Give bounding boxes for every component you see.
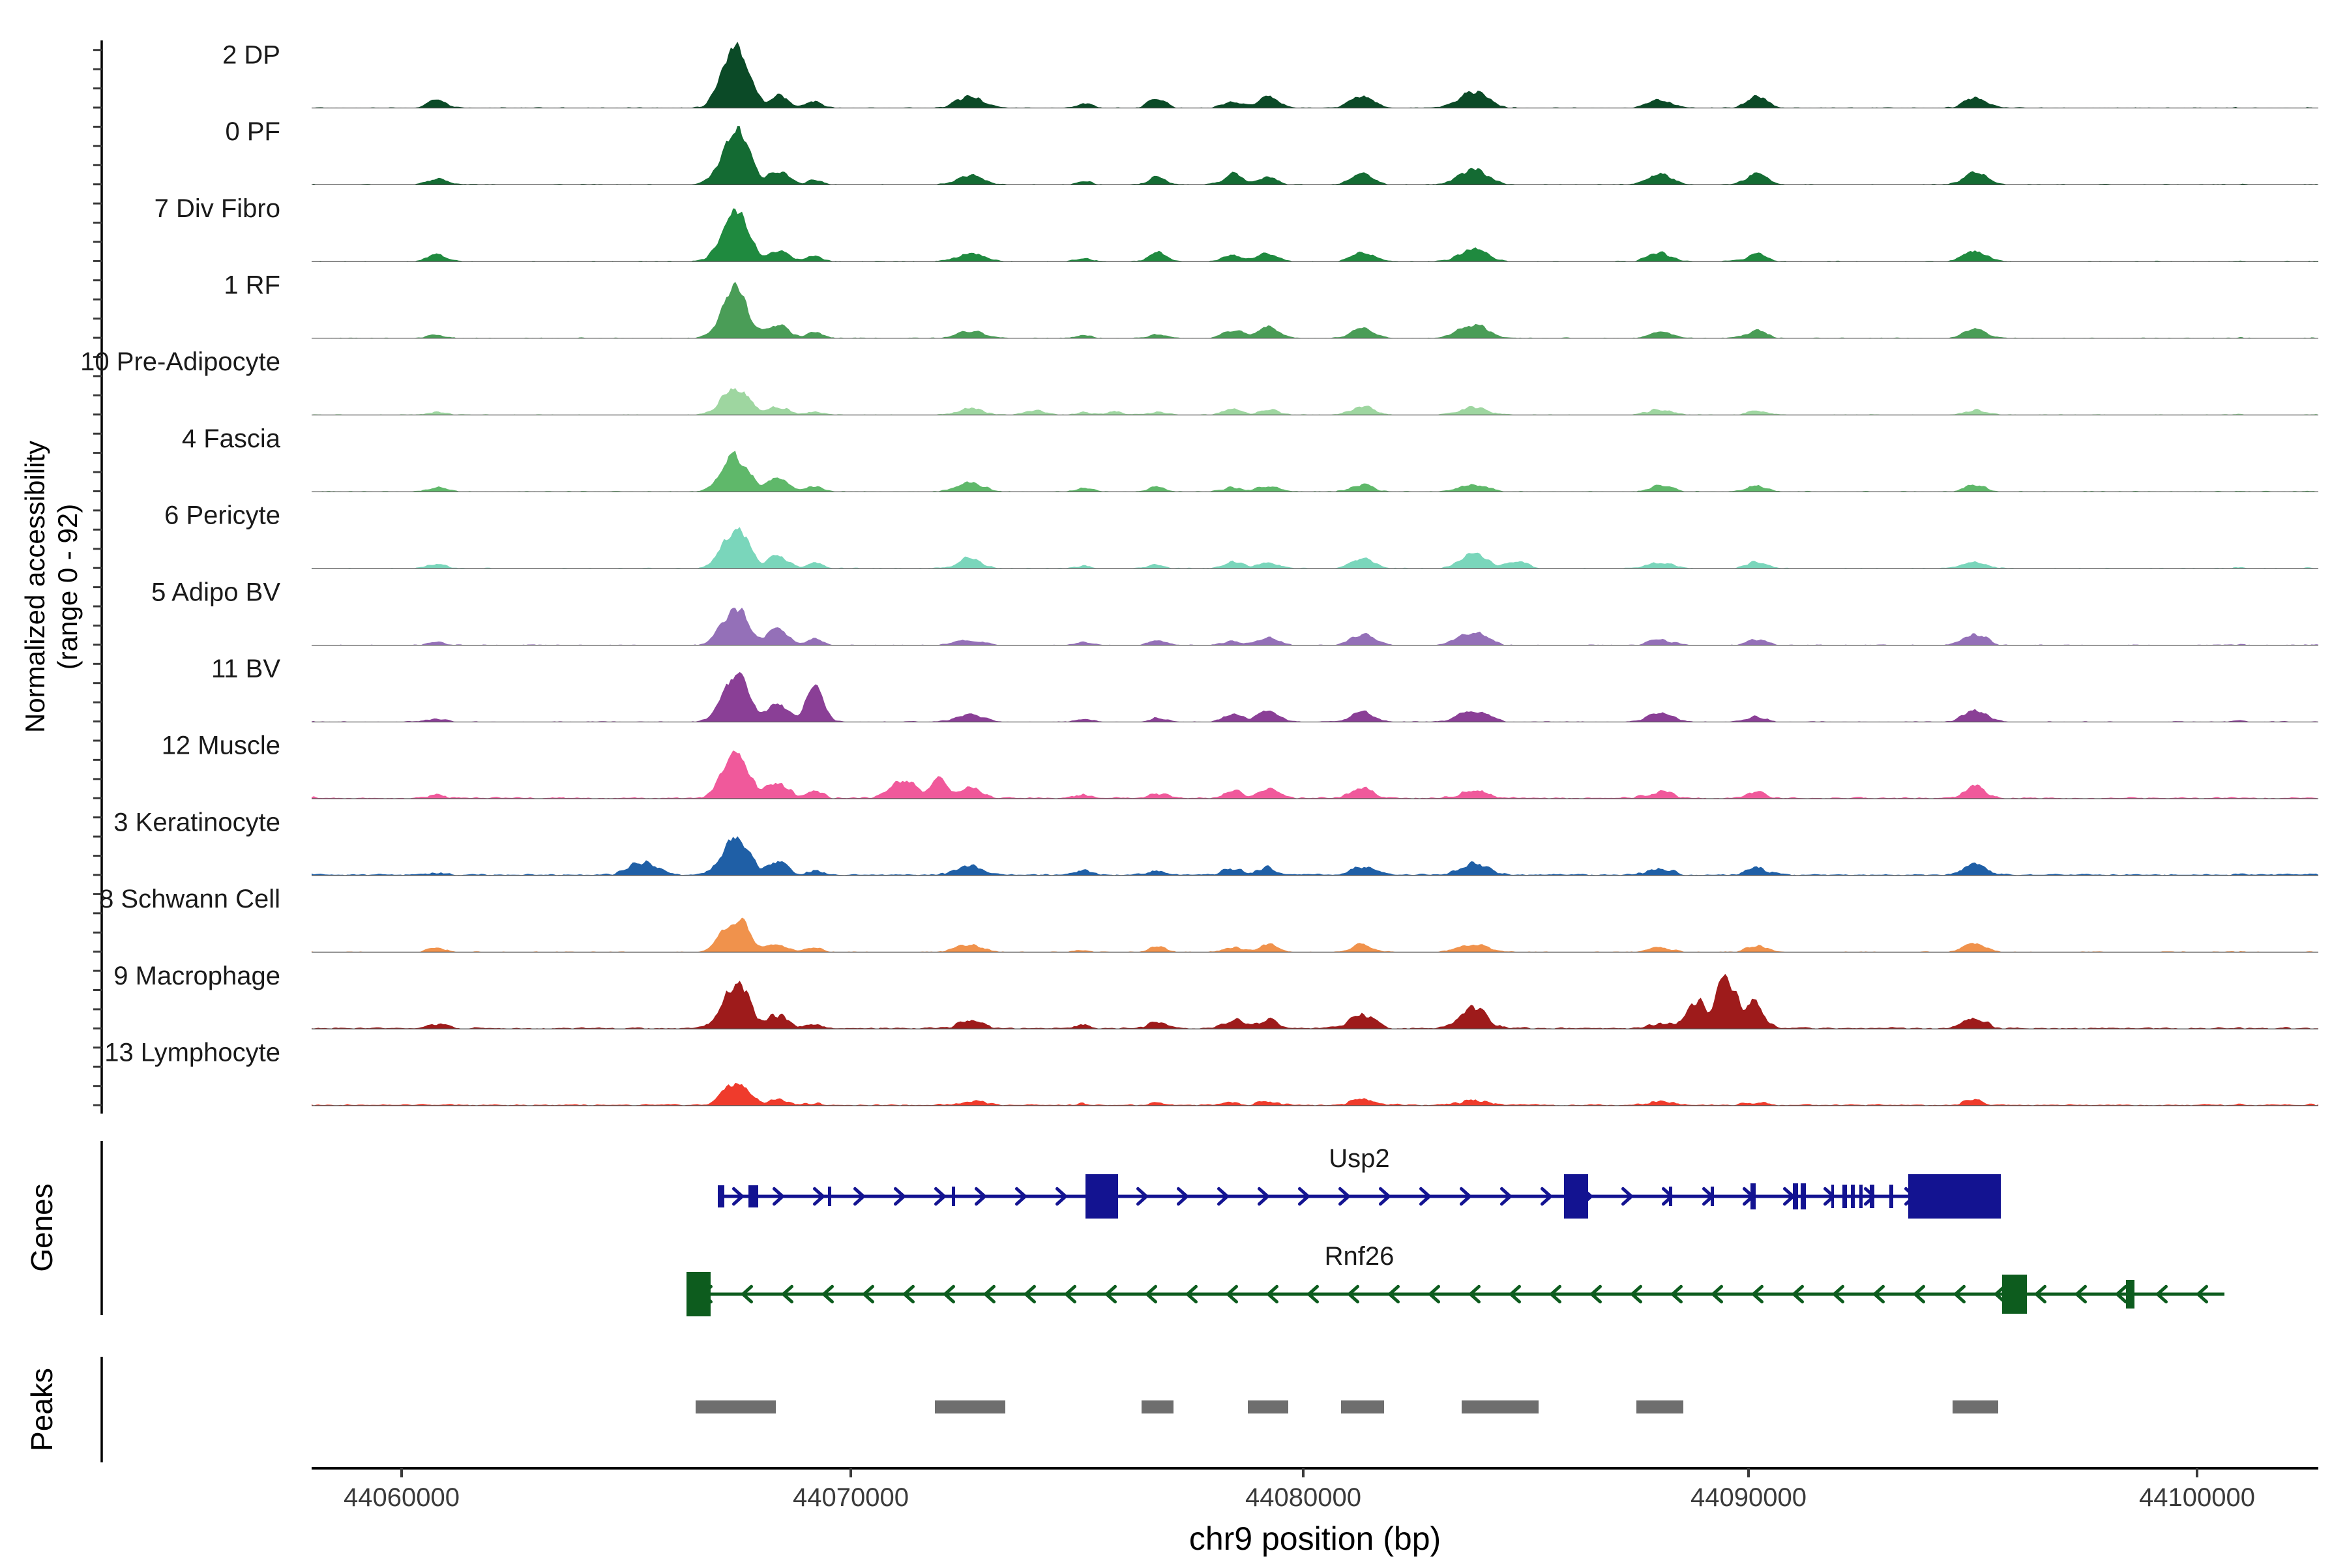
svg-text:12 Muscle: 12 Muscle [162,732,280,760]
svg-text:Usp2: Usp2 [1329,1144,1389,1173]
svg-text:Genes: Genes [25,1183,59,1272]
svg-text:4 Fascia: 4 Fascia [182,424,281,453]
svg-text:10 Pre-Adipocyte: 10 Pre-Adipocyte [80,348,280,376]
svg-text:Peaks: Peaks [25,1368,59,1451]
svg-text:Rnf26: Rnf26 [1325,1242,1395,1271]
svg-text:3 Keratinocyte: 3 Keratinocyte [113,808,280,836]
svg-text:9 Macrophage: 9 Macrophage [113,962,280,990]
svg-text:44060000: 44060000 [344,1483,460,1512]
svg-text:11 BV: 11 BV [211,655,280,683]
svg-text:Normalized accessibility: Normalized accessibility [20,441,50,733]
svg-text:13 Lymphocyte: 13 Lymphocyte [104,1039,280,1067]
svg-text:chr9 position (bp): chr9 position (bp) [1189,1520,1441,1557]
svg-text:2 DP: 2 DP [222,40,280,69]
svg-text:7 Div Fibro: 7 Div Fibro [155,194,280,223]
svg-text:5 Adipo BV: 5 Adipo BV [151,578,280,606]
svg-text:(range 0 - 92): (range 0 - 92) [52,504,83,670]
svg-text:8 Schwann Cell: 8 Schwann Cell [99,885,280,913]
svg-text:6 Pericyte: 6 Pericyte [164,501,280,530]
svg-text:44070000: 44070000 [793,1483,909,1512]
svg-text:44090000: 44090000 [1690,1483,1807,1512]
svg-text:1 RF: 1 RF [224,271,280,300]
svg-text:44100000: 44100000 [2139,1483,2255,1512]
svg-text:0 PF: 0 PF [226,117,280,146]
svg-text:44080000: 44080000 [1245,1483,1361,1512]
